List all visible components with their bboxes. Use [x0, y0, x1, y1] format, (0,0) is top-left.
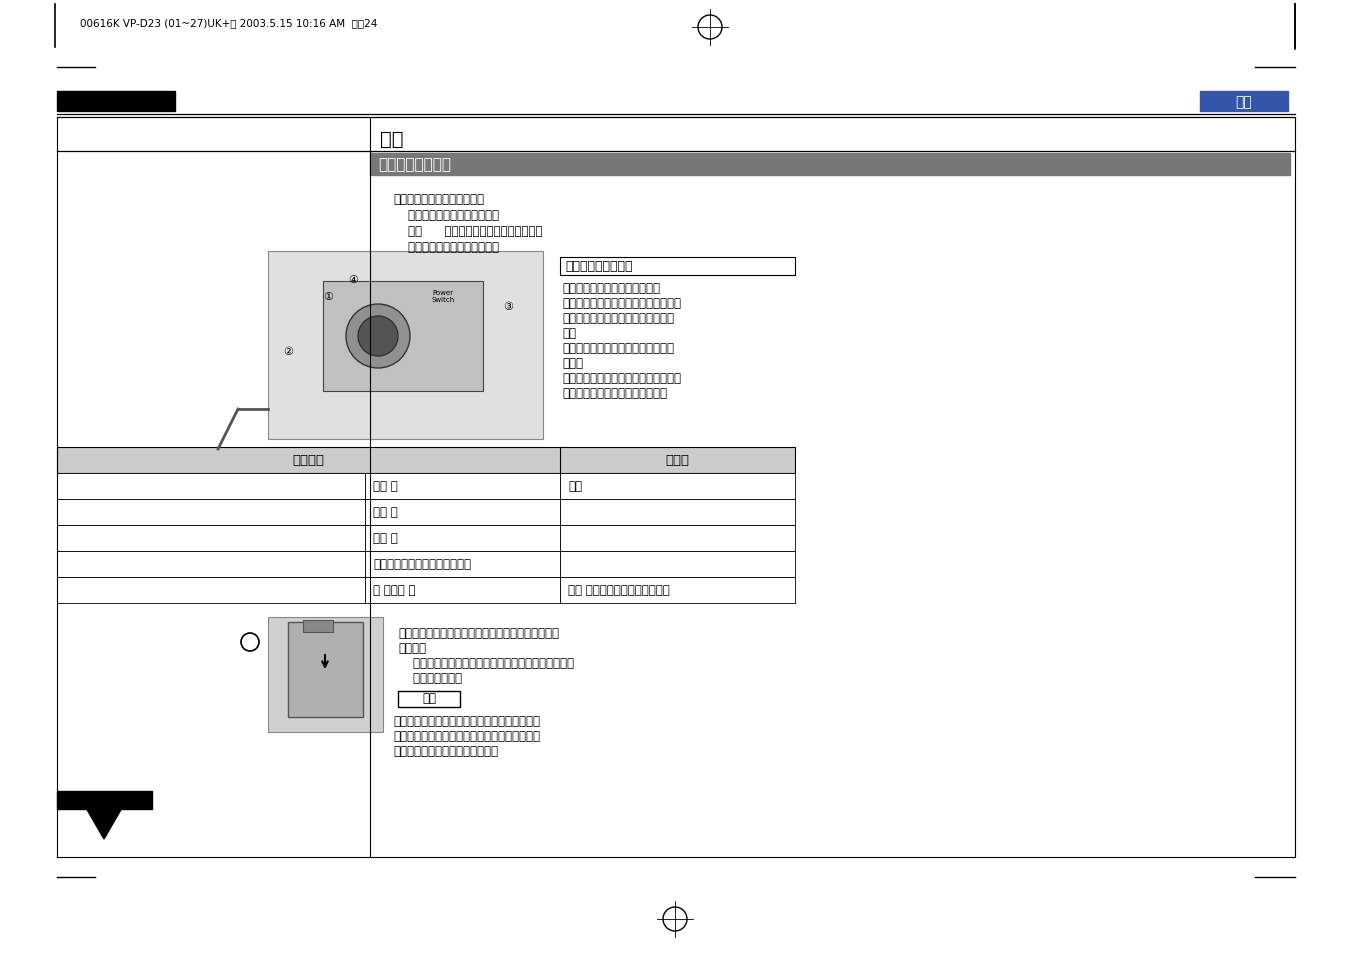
- Bar: [267, 252, 543, 439]
- Text: 低于: 低于: [567, 480, 582, 493]
- Text: 和电池。: 和电池。: [399, 641, 426, 655]
- Text: 使用      （变焦）拍摄功能的频繁程度。: 使用 （变焦）拍摄功能的频繁程度。: [393, 225, 543, 237]
- Bar: [57, 578, 365, 603]
- Bar: [365, 525, 561, 552]
- Text: 故障 重装电池组和直流电源线。: 故障 重装电池组和直流电源线。: [567, 584, 670, 597]
- Text: 使用锂离子电池组: 使用锂离子电池组: [378, 157, 451, 172]
- Bar: [399, 691, 459, 707]
- Text: 闪烁停止，充电指示灯一直亮着: 闪烁停止，充电指示灯一直亮着: [373, 558, 471, 571]
- Text: 电池仍会放电。: 电池仍会放电。: [399, 671, 462, 684]
- Text: 充电率: 充电率: [666, 454, 689, 467]
- Bar: [267, 618, 382, 732]
- Bar: [288, 622, 363, 718]
- Bar: [323, 282, 484, 392]
- Text: 00616K VP-D23 (01~27)UK+秒 2003.5.15 10:16 AM  页面24: 00616K VP-D23 (01~27)UK+秒 2003.5.15 10:1…: [80, 18, 377, 28]
- Bar: [365, 499, 561, 525]
- Text: 秒钟 次: 秒钟 次: [373, 506, 397, 519]
- Text: 秒钟 次: 秒钟 次: [373, 480, 397, 493]
- Text: 建议您准备几个备用电池组。: 建议您准备几个备用电池组。: [393, 241, 499, 253]
- Text: 并将交流电源线插入到墙上电源插座: 并将交流电源线插入到墙上电源插座: [562, 312, 674, 325]
- Text: 秒钟 次: 秒钟 次: [373, 532, 397, 545]
- Bar: [561, 578, 794, 603]
- Bar: [57, 791, 153, 809]
- Bar: [561, 474, 794, 499]
- Bar: [57, 499, 365, 525]
- Text: 中。: 中。: [562, 327, 576, 339]
- Polygon shape: [78, 794, 130, 840]
- Text: 关闭摄录一体机的功能开关，充电指示: 关闭摄录一体机的功能开关，充电指示: [562, 372, 681, 385]
- Circle shape: [346, 305, 409, 369]
- Text: 亮 秒，灯 秒: 亮 秒，灯 秒: [373, 584, 416, 597]
- Text: 所使用的电池组的型号和容量: 所使用的电池组的型号和容量: [393, 209, 499, 222]
- Text: ③: ③: [503, 302, 513, 312]
- Text: 闪烁次数: 闪烁次数: [293, 454, 324, 467]
- Bar: [57, 552, 365, 578]
- Bar: [561, 552, 794, 578]
- Text: 将电池组安装到摄录一体机内。: 将电池组安装到摄录一体机内。: [562, 282, 661, 294]
- Text: Power
Switch: Power Switch: [431, 290, 455, 303]
- Bar: [365, 474, 561, 499]
- Text: 在充电完毕时，从摄录一体机上取下交流电源适配器: 在充电完毕时，从摄录一体机上取下交流电源适配器: [399, 626, 559, 639]
- Bar: [57, 525, 365, 552]
- Bar: [370, 153, 1290, 175]
- Text: 应将电池组从摄录一体机中取出。: 应将电池组从摄录一体机中取出。: [393, 744, 499, 758]
- Bar: [365, 578, 561, 603]
- Bar: [561, 525, 794, 552]
- Text: ②: ②: [282, 347, 293, 356]
- Text: 将交流电源适配器与交流电源线相连，: 将交流电源适配器与交流电源线相连，: [562, 296, 681, 310]
- Bar: [57, 448, 794, 474]
- Bar: [561, 499, 794, 525]
- Text: ①: ①: [323, 292, 332, 302]
- Text: 中文: 中文: [1236, 95, 1252, 109]
- Circle shape: [358, 316, 399, 356]
- Text: 为了防止电池组寿命和容量下降，在充满电后，: 为了防止电池组寿命和容量下降，在充满电后，: [393, 729, 540, 742]
- Bar: [57, 91, 176, 112]
- Bar: [57, 474, 365, 499]
- Text: 灯开始闪烁，表明电池正在充电。: 灯开始闪烁，表明电池正在充电。: [562, 387, 667, 399]
- Bar: [1200, 91, 1288, 112]
- Bar: [365, 552, 561, 578]
- Text: 将直流电源线与摄录一体机的直流孔: 将直流电源线与摄录一体机的直流孔: [562, 341, 674, 355]
- Bar: [303, 620, 332, 633]
- Text: 连续拍摄时间的长短决子于：: 连续拍摄时间的长短决子于：: [393, 193, 484, 206]
- Text: 相连。: 相连。: [562, 356, 584, 370]
- Text: 在购买电池组时，电池组可能已经充了一些电。: 在购买电池组时，电池组可能已经充了一些电。: [393, 714, 540, 727]
- Text: 如果电池组仍与机身相连，即使电源开关已经断开，: 如果电池组仍与机身相连，即使电源开关已经断开，: [399, 657, 574, 669]
- Text: 对锂离子电池组充电: 对锂离子电池组充电: [565, 260, 632, 274]
- Text: ④: ④: [349, 274, 358, 285]
- Text: 注意: 注意: [422, 692, 436, 705]
- Text: 准备: 准备: [380, 130, 404, 149]
- Bar: [561, 257, 794, 275]
